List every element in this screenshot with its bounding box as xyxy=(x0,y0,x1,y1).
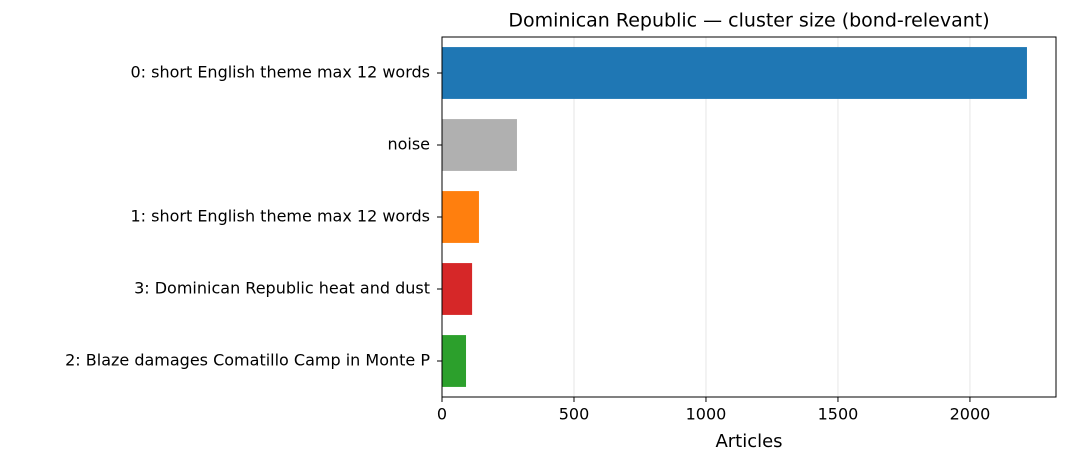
y-tick-label: 0: short English theme max 12 words xyxy=(130,63,430,82)
y-tick-label: 2: Blaze damages Comatillo Camp in Monte… xyxy=(65,351,430,370)
plot-frame xyxy=(441,36,1057,398)
y-tick-label: noise xyxy=(387,135,430,154)
chart-title: Dominican Republic — cluster size (bond-… xyxy=(508,10,989,32)
bar xyxy=(442,191,479,243)
x-tick-label: 0 xyxy=(437,405,447,424)
x-tick-label: 2000 xyxy=(950,405,991,424)
x-tick-label: 1000 xyxy=(686,405,727,424)
x-tick-label: 1500 xyxy=(818,405,859,424)
x-axis-label: Articles xyxy=(715,431,782,452)
bar xyxy=(442,119,517,171)
x-tick-label: 500 xyxy=(559,405,590,424)
y-tick-label: 3: Dominican Republic heat and dust xyxy=(134,279,430,298)
y-tick-label: 1: short English theme max 12 words xyxy=(130,207,430,226)
bar xyxy=(442,335,467,387)
bar xyxy=(442,47,1027,99)
bar xyxy=(442,263,473,315)
